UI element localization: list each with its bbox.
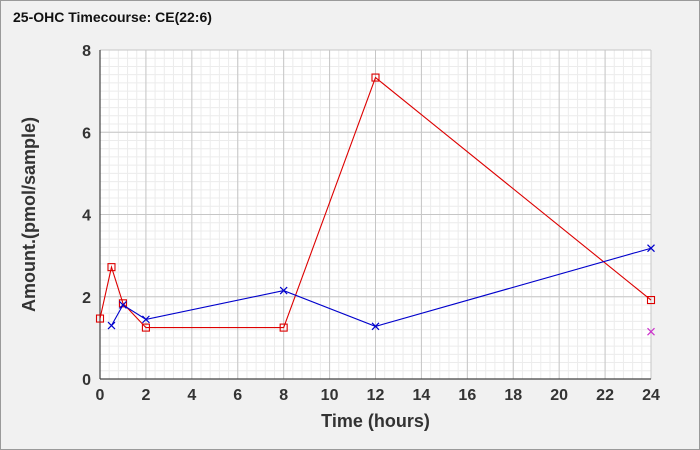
data-point: [95, 314, 105, 323]
data-point: [107, 263, 116, 272]
series-1: [95, 73, 656, 332]
data-point: [647, 244, 655, 253]
y-tick-label: 2: [82, 290, 91, 307]
data-point: [646, 295, 656, 305]
x-tick-label: 6: [233, 387, 242, 404]
series-3: [647, 327, 655, 336]
x-tick-label: 14: [413, 387, 431, 404]
data-point: [371, 322, 380, 331]
data-point: [118, 299, 128, 308]
data-point: [279, 286, 288, 295]
chart-title: 25-OHC Timecourse: CE(22:6): [13, 9, 212, 25]
series-layer: [95, 73, 656, 336]
y-tick-label: 4: [82, 208, 91, 225]
x-tick-label: 8: [279, 387, 288, 404]
x-tick-label: 2: [141, 387, 150, 404]
series-2: [107, 244, 655, 331]
x-tick-label: 24: [642, 387, 660, 404]
x-tick-label: 10: [321, 387, 339, 404]
data-point: [371, 73, 380, 82]
x-tick-label: 20: [550, 387, 568, 404]
x-axis-label: Time (hours): [321, 411, 430, 431]
data-point: [279, 323, 288, 332]
data-point: [107, 321, 116, 330]
series-1-line: [99, 76, 652, 329]
x-tick-label: 12: [367, 387, 385, 404]
x-tick-label: 4: [187, 387, 196, 404]
x-tick-label: 16: [458, 387, 476, 404]
x-tick-label: 18: [504, 387, 522, 404]
data-point: [141, 323, 150, 332]
series-2-line: [110, 247, 652, 327]
y-axis-label: Amount.(pmol/sample): [19, 117, 39, 312]
x-tick-label: 22: [596, 387, 614, 404]
x-tick-label: 0: [96, 387, 105, 404]
axes: [99, 50, 651, 380]
y-tick-label: 8: [82, 43, 91, 60]
data-point: [119, 301, 127, 309]
data-point: [647, 327, 655, 336]
data-point: [141, 315, 150, 324]
y-tick-label: 6: [82, 125, 91, 142]
y-tick-label: 0: [82, 372, 91, 389]
